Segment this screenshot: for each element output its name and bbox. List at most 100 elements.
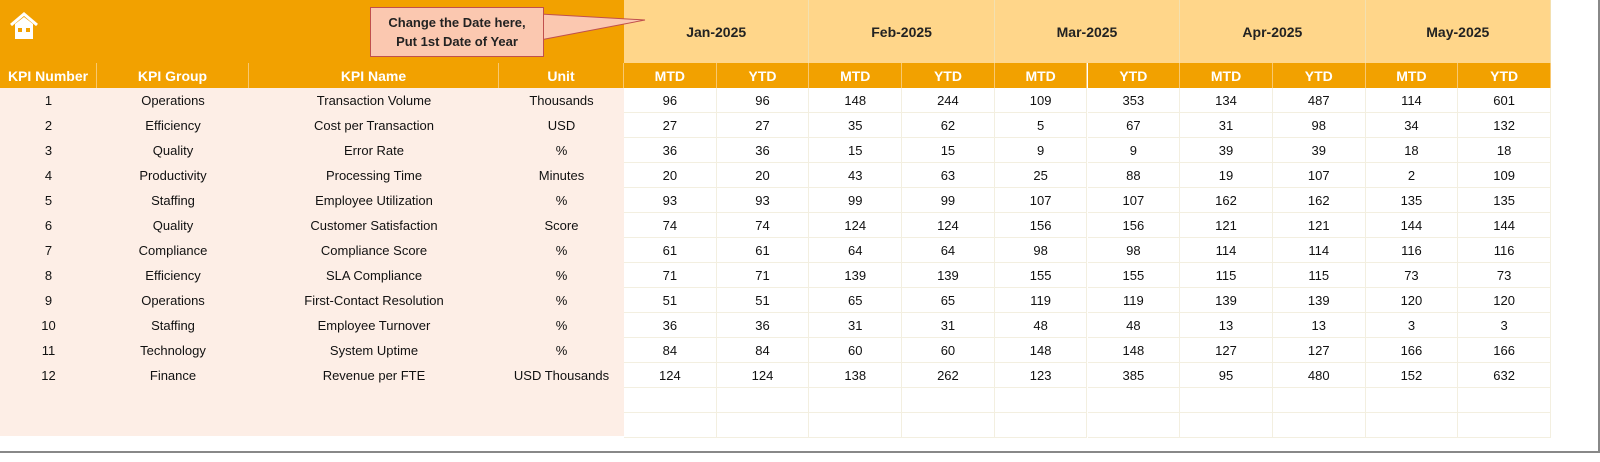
cell-ytd[interactable]: 71 — [716, 263, 810, 288]
cell-ytd[interactable]: 601 — [1458, 88, 1551, 113]
cell-mtd[interactable]: 60 — [809, 338, 903, 363]
cell-unit[interactable]: Thousands — [499, 88, 624, 113]
cell-ytd[interactable] — [1087, 413, 1181, 438]
home-icon[interactable] — [8, 10, 40, 42]
cell-ytd[interactable]: 18 — [1458, 138, 1551, 163]
cell-ytd[interactable]: 96 — [716, 88, 810, 113]
cell-kpi-group[interactable]: Operations — [97, 288, 249, 313]
month-header-apr-2025[interactable]: Apr-2025 — [1180, 0, 1366, 63]
cell-ytd[interactable]: 120 — [1458, 288, 1551, 313]
cell-ytd[interactable]: 353 — [1087, 88, 1181, 113]
cell-ytd[interactable]: 166 — [1458, 338, 1551, 363]
cell-kpi-number[interactable]: 8 — [0, 263, 97, 288]
cell-kpi-number[interactable]: 9 — [0, 288, 97, 313]
cell-mtd[interactable]: 31 — [809, 313, 903, 338]
cell-mtd[interactable]: 18 — [1365, 138, 1459, 163]
cell-kpi-name[interactable]: First-Contact Resolution — [249, 288, 499, 313]
cell-kpi-group[interactable]: Staffing — [97, 313, 249, 338]
cell-ytd[interactable]: 73 — [1458, 263, 1551, 288]
cell-unit[interactable]: % — [499, 188, 624, 213]
cell-mtd[interactable] — [809, 413, 903, 438]
cell-mtd[interactable] — [1365, 413, 1459, 438]
cell-mtd[interactable]: 74 — [624, 213, 717, 238]
cell-mtd[interactable] — [624, 413, 717, 438]
cell-mtd[interactable]: 120 — [1365, 288, 1459, 313]
cell-mtd[interactable]: 139 — [809, 263, 903, 288]
cell-ytd[interactable] — [1458, 413, 1551, 438]
cell-mtd[interactable]: 51 — [624, 288, 717, 313]
cell-unit[interactable]: Score — [499, 213, 624, 238]
cell-ytd[interactable]: 60 — [902, 338, 995, 363]
cell-mtd[interactable] — [994, 413, 1088, 438]
cell-kpi-group[interactable]: Staffing — [97, 188, 249, 213]
cell-ytd[interactable]: 139 — [1272, 288, 1366, 313]
cell-mtd[interactable]: 99 — [809, 188, 903, 213]
cell-mtd[interactable]: 144 — [1365, 213, 1459, 238]
cell-ytd[interactable]: 9 — [1087, 138, 1181, 163]
cell-mtd[interactable]: 31 — [1180, 113, 1273, 138]
cell-kpi-group[interactable]: Finance — [97, 363, 249, 388]
cell-ytd[interactable]: 31 — [902, 313, 995, 338]
cell-ytd[interactable]: 244 — [902, 88, 995, 113]
cell-ytd[interactable]: 121 — [1272, 213, 1366, 238]
cell-ytd[interactable]: 88 — [1087, 163, 1181, 188]
cell-mtd[interactable]: 9 — [994, 138, 1088, 163]
cell-mtd[interactable]: 3 — [1365, 313, 1459, 338]
cell-mtd[interactable]: 98 — [994, 238, 1088, 263]
cell-ytd[interactable]: 39 — [1272, 138, 1366, 163]
cell-unit[interactable]: % — [499, 238, 624, 263]
cell-ytd[interactable]: 385 — [1087, 363, 1181, 388]
cell-mtd[interactable]: 36 — [624, 138, 717, 163]
cell-ytd[interactable]: 487 — [1272, 88, 1366, 113]
cell-unit[interactable]: USD Thousands — [499, 363, 624, 388]
cell-mtd[interactable]: 43 — [809, 163, 903, 188]
cell-mtd[interactable] — [1365, 388, 1459, 413]
cell-ytd[interactable]: 262 — [902, 363, 995, 388]
cell-mtd[interactable] — [1180, 413, 1273, 438]
cell-kpi-group[interactable]: Quality — [97, 138, 249, 163]
cell-ytd[interactable]: 74 — [716, 213, 810, 238]
cell-ytd[interactable] — [1087, 388, 1181, 413]
cell-ytd[interactable]: 27 — [716, 113, 810, 138]
cell-ytd[interactable]: 67 — [1087, 113, 1181, 138]
cell-mtd[interactable]: 93 — [624, 188, 717, 213]
cell-kpi-group[interactable]: Compliance — [97, 238, 249, 263]
cell-kpi-name[interactable]: Error Rate — [249, 138, 499, 163]
cell-ytd[interactable] — [1272, 413, 1366, 438]
cell-kpi-name[interactable]: Cost per Transaction — [249, 113, 499, 138]
cell-kpi-number[interactable]: 12 — [0, 363, 97, 388]
cell-ytd[interactable] — [1458, 388, 1551, 413]
cell-ytd[interactable]: 93 — [716, 188, 810, 213]
cell-kpi-number[interactable]: 4 — [0, 163, 97, 188]
cell-ytd[interactable]: 84 — [716, 338, 810, 363]
cell-kpi-group[interactable]: Efficiency — [97, 113, 249, 138]
cell-mtd[interactable]: 124 — [809, 213, 903, 238]
cell-ytd[interactable]: 64 — [902, 238, 995, 263]
cell-ytd[interactable]: 124 — [716, 363, 810, 388]
cell-kpi-name[interactable]: System Uptime — [249, 338, 499, 363]
cell-ytd[interactable]: 124 — [902, 213, 995, 238]
cell-mtd[interactable]: 123 — [994, 363, 1088, 388]
cell-kpi-number[interactable]: 11 — [0, 338, 97, 363]
cell-mtd[interactable]: 156 — [994, 213, 1088, 238]
cell-mtd[interactable]: 121 — [1180, 213, 1273, 238]
cell-ytd[interactable]: 114 — [1272, 238, 1366, 263]
cell-unit[interactable]: % — [499, 288, 624, 313]
cell-mtd[interactable]: 5 — [994, 113, 1088, 138]
cell-mtd[interactable]: 134 — [1180, 88, 1273, 113]
cell-mtd[interactable]: 124 — [624, 363, 717, 388]
cell-kpi-name[interactable]: Revenue per FTE — [249, 363, 499, 388]
cell-mtd[interactable]: 127 — [1180, 338, 1273, 363]
cell-kpi-group[interactable]: Quality — [97, 213, 249, 238]
cell-kpi-number[interactable]: 7 — [0, 238, 97, 263]
cell-kpi-number[interactable]: 6 — [0, 213, 97, 238]
cell-unit[interactable]: % — [499, 263, 624, 288]
cell-ytd[interactable] — [716, 413, 810, 438]
cell-ytd[interactable]: 109 — [1458, 163, 1551, 188]
cell-kpi-group[interactable]: Productivity — [97, 163, 249, 188]
month-header-mar-2025[interactable]: Mar-2025 — [994, 0, 1181, 63]
cell-mtd[interactable]: 107 — [994, 188, 1088, 213]
cell-ytd[interactable]: 162 — [1272, 188, 1366, 213]
cell-kpi-name[interactable]: SLA Compliance — [249, 263, 499, 288]
cell-mtd[interactable]: 48 — [994, 313, 1088, 338]
